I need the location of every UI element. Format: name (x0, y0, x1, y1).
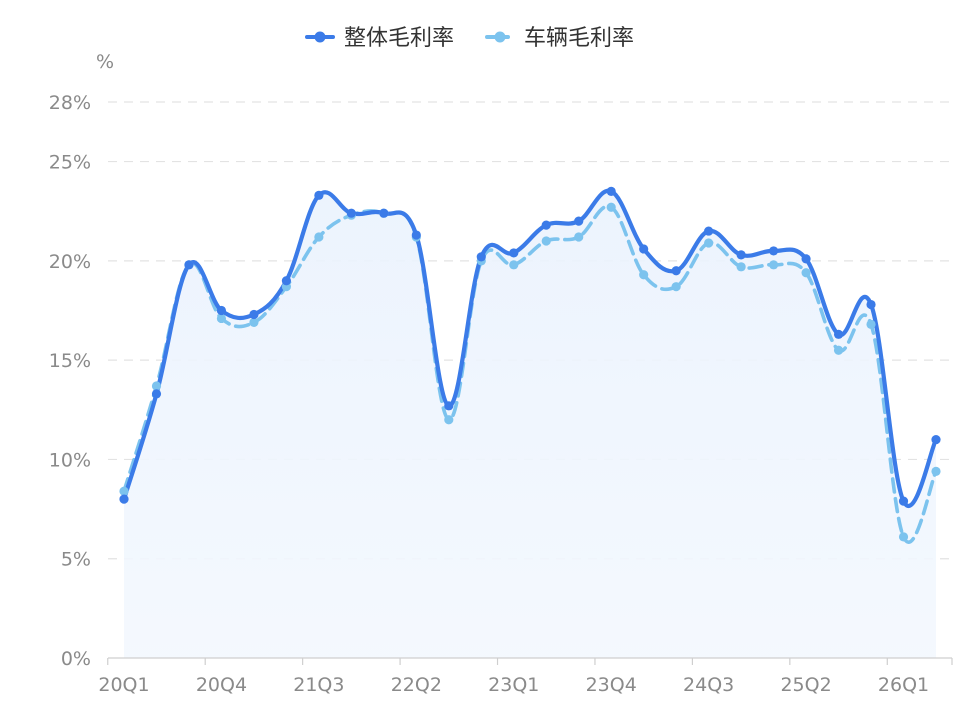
legend-item-overall[interactable]: 整体毛利率 (305, 26, 454, 51)
data-point-vehicle[interactable] (574, 232, 584, 242)
data-point-vehicle[interactable] (671, 282, 681, 292)
data-point-overall[interactable] (444, 401, 454, 411)
area-layer (124, 190, 936, 658)
x-tick-label: 22Q2 (391, 674, 442, 696)
data-point-overall[interactable] (281, 276, 291, 286)
data-point-overall[interactable] (541, 220, 551, 230)
data-point-overall[interactable] (184, 260, 194, 270)
data-point-overall[interactable] (314, 190, 324, 200)
data-point-vehicle[interactable] (866, 319, 876, 329)
x-tick-label: 20Q4 (196, 674, 247, 696)
data-point-overall[interactable] (671, 266, 681, 276)
data-point-overall[interactable] (866, 299, 876, 310)
data-point-overall[interactable] (216, 305, 227, 316)
x-tick-label: 23Q4 (586, 674, 637, 696)
legend-label-vehicle: 车辆毛利率 (524, 26, 634, 51)
data-point-overall[interactable] (574, 216, 584, 226)
data-point-overall[interactable] (119, 494, 129, 504)
data-point-vehicle[interactable] (704, 238, 714, 248)
x-tick-label: 20Q1 (98, 674, 149, 696)
y-tick-label: 10% (49, 449, 91, 471)
data-point-overall[interactable] (898, 496, 909, 506)
data-point-overall[interactable] (704, 226, 714, 236)
y-tick-label: 20% (49, 251, 91, 273)
data-point-vehicle[interactable] (151, 381, 162, 391)
data-point-vehicle[interactable] (216, 313, 227, 324)
x-tick-label: 25Q2 (780, 674, 831, 696)
data-point-vehicle[interactable] (801, 268, 811, 278)
data-point-overall[interactable] (931, 434, 941, 445)
data-point-overall[interactable] (151, 389, 162, 399)
data-point-overall[interactable] (736, 250, 746, 260)
data-point-overall[interactable] (476, 252, 486, 262)
data-point-vehicle[interactable] (736, 262, 746, 272)
data-point-overall[interactable] (509, 248, 519, 258)
data-point-overall[interactable] (379, 208, 389, 218)
data-point-vehicle[interactable] (509, 260, 519, 270)
data-point-vehicle[interactable] (639, 270, 649, 280)
data-point-overall[interactable] (346, 208, 356, 218)
area-fill-overall (124, 190, 936, 658)
data-point-overall[interactable] (411, 230, 421, 240)
data-point-overall[interactable] (606, 186, 616, 196)
legend-item-vehicle[interactable]: 车辆毛利率 (485, 26, 634, 51)
data-point-vehicle[interactable] (606, 202, 616, 212)
y-tick-label: 15% (49, 350, 91, 372)
data-point-overall[interactable] (249, 309, 259, 320)
y-tick-label: 0% (61, 648, 91, 670)
y-tick-label: 28% (49, 92, 91, 114)
data-point-vehicle[interactable] (119, 486, 129, 496)
data-point-overall[interactable] (769, 246, 779, 256)
data-point-overall[interactable] (801, 254, 811, 264)
data-point-vehicle[interactable] (249, 317, 259, 328)
y-axis-unit-label: % (96, 51, 114, 73)
data-point-vehicle[interactable] (931, 466, 941, 476)
data-point-vehicle[interactable] (314, 232, 324, 242)
data-point-overall[interactable] (639, 244, 649, 254)
legend-label-overall: 整体毛利率 (344, 26, 454, 51)
data-point-vehicle[interactable] (541, 236, 551, 246)
x-tick-label: 21Q3 (293, 674, 344, 696)
data-point-vehicle[interactable] (444, 415, 454, 425)
x-tick-label: 26Q1 (878, 674, 929, 696)
data-point-vehicle[interactable] (898, 532, 909, 542)
axis-layer: 0% 5% 10% 15% 20% 25% 28% 20Q1 20Q4 21Q3 22Q2 23Q1 2… (49, 92, 953, 696)
data-point-vehicle[interactable] (833, 345, 844, 355)
legend-marker-vehicle (494, 31, 506, 43)
legend-marker-overall (314, 31, 326, 43)
x-tick-label: 23Q1 (488, 674, 539, 696)
y-tick-label: 25% (49, 152, 91, 174)
data-point-overall[interactable] (833, 329, 844, 339)
data-point-vehicle[interactable] (769, 260, 779, 270)
y-tick-label: 5% (61, 549, 91, 571)
legend: 整体毛利率 车辆毛利率 (305, 26, 634, 51)
x-tick-label: 24Q3 (683, 674, 734, 696)
points-layer (119, 186, 941, 542)
